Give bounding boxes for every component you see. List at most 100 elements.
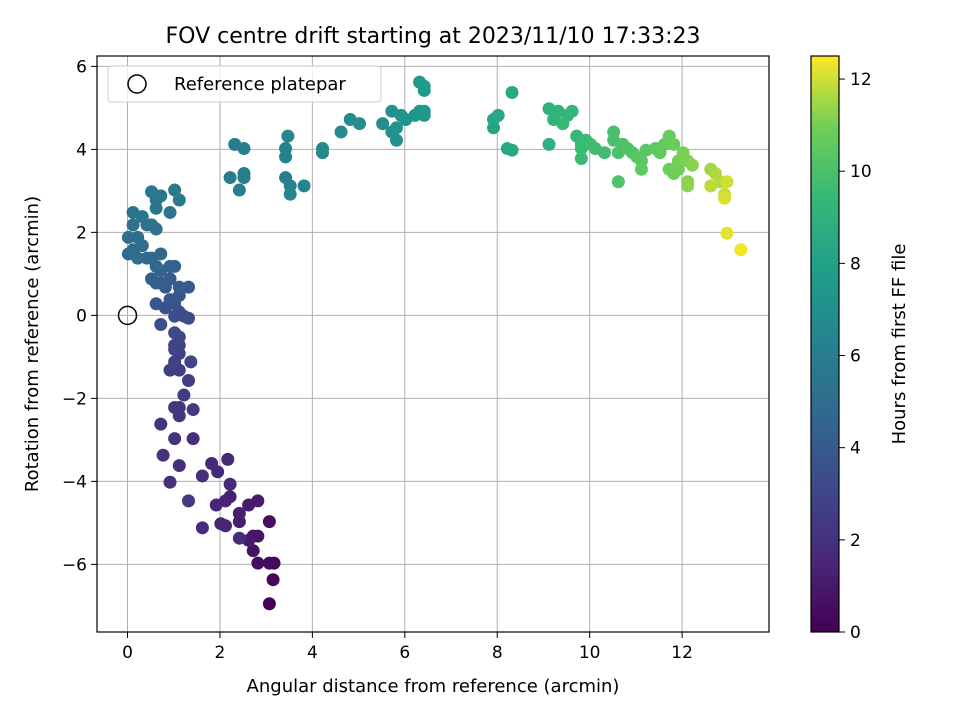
data-point (574, 152, 588, 166)
data-point (262, 556, 276, 570)
data-point (262, 515, 276, 529)
legend-label: Reference platepar (174, 74, 346, 95)
data-point (734, 243, 748, 257)
data-point (720, 226, 734, 240)
data-point (163, 475, 177, 489)
data-point (505, 143, 519, 157)
y-tick-label: −6 (62, 555, 87, 575)
colorbar-ticks: 0 2 4 6 8 10 12 (839, 70, 872, 643)
data-point (218, 519, 232, 533)
data-point (266, 573, 280, 587)
data-point (297, 179, 311, 193)
data-point (223, 171, 237, 185)
data-point (611, 175, 625, 189)
data-point (182, 311, 196, 325)
data-point (251, 494, 265, 508)
colorbar-label: Hours from first FF file (889, 244, 910, 445)
data-point (168, 432, 182, 446)
legend-marker-icon (127, 74, 147, 94)
data-point (389, 121, 403, 135)
data-point (163, 259, 177, 273)
data-point (205, 457, 219, 471)
data-point (209, 498, 223, 512)
data-point (505, 86, 519, 100)
y-tick-label: 0 (76, 306, 87, 326)
colorbar-tick-label: 12 (850, 70, 872, 90)
data-point (279, 142, 293, 156)
x-tick-label: 6 (399, 643, 410, 663)
data-point (149, 297, 163, 311)
colorbar-tick-label: 6 (850, 347, 861, 367)
data-point (704, 179, 718, 193)
colorbar: 0 2 4 6 8 10 12 Hours from first FF file (810, 55, 910, 643)
data-point (172, 400, 186, 414)
y-tick-label: 6 (76, 57, 87, 77)
data-point (172, 280, 186, 294)
data-point (163, 205, 177, 219)
data-point (126, 205, 140, 219)
data-point (156, 448, 170, 462)
data-point (232, 531, 246, 545)
data-point (154, 317, 168, 331)
data-point (186, 432, 200, 446)
colorbar-tick-label: 10 (850, 162, 872, 182)
data-point (223, 477, 237, 491)
x-tick-label: 10 (579, 643, 601, 663)
data-point (667, 137, 681, 151)
data-point (720, 175, 734, 189)
data-point (195, 469, 209, 483)
data-point (597, 146, 611, 160)
y-tick-label: −4 (62, 472, 87, 492)
y-tick-label: −2 (62, 389, 87, 409)
plot-area-frame (96, 55, 770, 633)
x-tick-label: 8 (492, 643, 503, 663)
data-point (417, 79, 431, 93)
data-point (126, 218, 140, 232)
data-point (565, 104, 579, 118)
x-axis-label: Angular distance from reference (arcmin) (247, 676, 620, 697)
data-point (145, 272, 159, 286)
data-point (172, 459, 186, 473)
data-point (681, 179, 695, 193)
data-point (607, 125, 621, 139)
data-point (251, 556, 265, 570)
axis-ticks: 0 2 4 6 8 10 12 −6 −4 −2 0 2 4 6 (62, 57, 693, 663)
data-point (186, 403, 200, 417)
data-point (182, 280, 196, 294)
data-point (281, 129, 295, 143)
data-point (177, 388, 191, 402)
x-tick-label: 4 (307, 643, 318, 663)
data-point (246, 544, 260, 558)
data-point (718, 191, 732, 205)
data-point (334, 125, 348, 139)
x-tick-label: 12 (671, 643, 693, 663)
data-point (237, 142, 251, 156)
data-point (389, 133, 403, 147)
x-tick-label: 0 (122, 643, 133, 663)
data-point (126, 243, 140, 257)
data-points (117, 75, 748, 611)
colorbar-tick-label: 8 (850, 254, 861, 274)
data-point (232, 183, 246, 197)
data-point (182, 374, 196, 388)
data-point (154, 247, 168, 261)
reference-platepar-marker (117, 305, 138, 326)
data-point (417, 104, 431, 118)
data-point (556, 117, 570, 131)
data-point (542, 137, 556, 151)
data-point (154, 417, 168, 431)
data-point (145, 185, 159, 199)
data-point (140, 251, 154, 265)
data-point (237, 166, 251, 180)
y-tick-label: 2 (76, 223, 87, 243)
x-tick-label: 2 (215, 643, 226, 663)
data-point (172, 193, 186, 207)
chart-title: FOV centre drift starting at 2023/11/10 … (166, 24, 701, 49)
data-point (184, 355, 198, 369)
colorbar-tick-label: 0 (850, 623, 861, 643)
y-axis-label: Rotation from reference (arcmin) (22, 196, 43, 492)
legend: Reference platepar (107, 65, 382, 103)
colorbar-tick-label: 2 (850, 531, 861, 551)
colorbar-tick-label: 4 (850, 439, 861, 459)
data-point (195, 521, 209, 535)
